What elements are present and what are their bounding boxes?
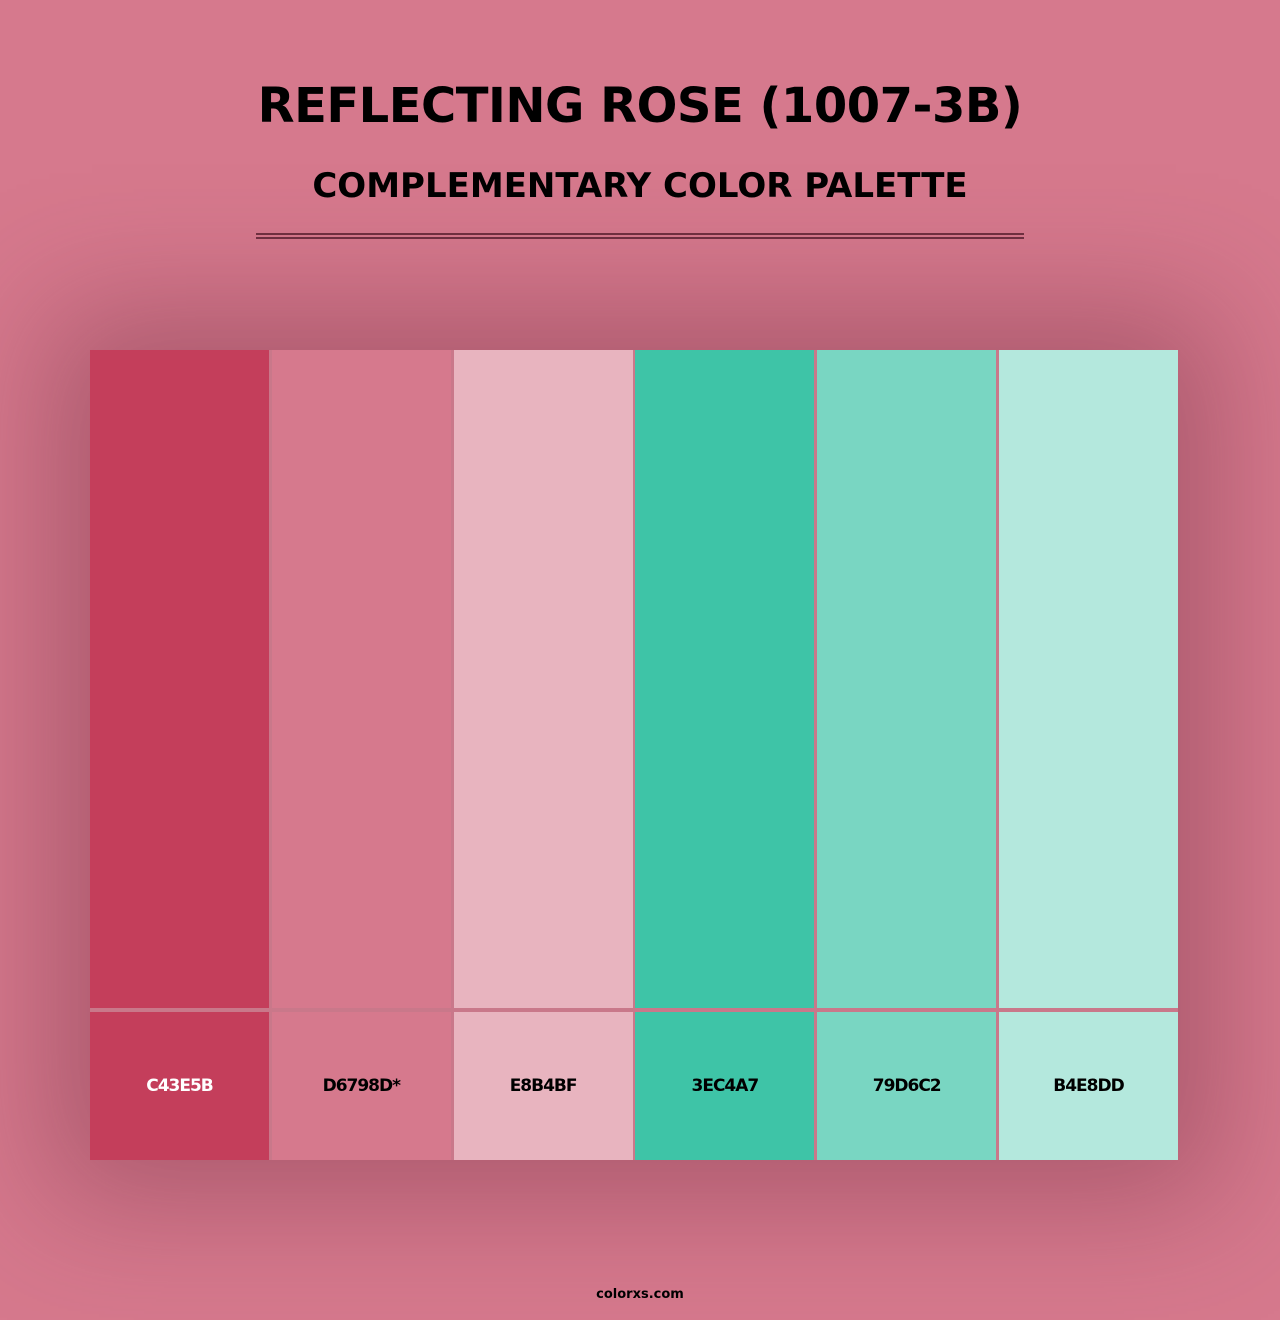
divider [256, 233, 1024, 235]
page-subtitle: COMPLEMENTARY COLOR PALETTE [312, 166, 968, 206]
color-swatch[interactable] [817, 350, 997, 1008]
color-hex-label: E8B4BF [453, 1012, 633, 1160]
color-swatch[interactable] [90, 350, 269, 1008]
color-column: D6798D* [271, 350, 451, 1160]
color-column: 79D6C2 [817, 350, 997, 1160]
page-title: REFLECTING ROSE (1007-3B) [257, 78, 1023, 134]
color-swatch[interactable] [271, 350, 451, 1008]
color-palette: C43E5B D6798D* E8B4BF 3EC4A7 79D6C2 B4E8DD [90, 350, 1178, 1160]
color-hex-label: B4E8DD [999, 1012, 1178, 1160]
footer-site: colorxs.com [596, 1287, 684, 1302]
color-column: E8B4BF [453, 350, 633, 1160]
color-column: 3EC4A7 [635, 350, 815, 1160]
color-hex-label: 79D6C2 [817, 1012, 997, 1160]
divider [256, 237, 1024, 239]
color-hex-label: 3EC4A7 [635, 1012, 815, 1160]
color-hex-label: D6798D* [271, 1012, 451, 1160]
color-swatch[interactable] [999, 350, 1178, 1008]
color-swatch[interactable] [453, 350, 633, 1008]
color-hex-label: C43E5B [90, 1012, 269, 1160]
color-column: B4E8DD [999, 350, 1178, 1160]
color-swatch[interactable] [635, 350, 815, 1008]
color-column: C43E5B [90, 350, 269, 1160]
